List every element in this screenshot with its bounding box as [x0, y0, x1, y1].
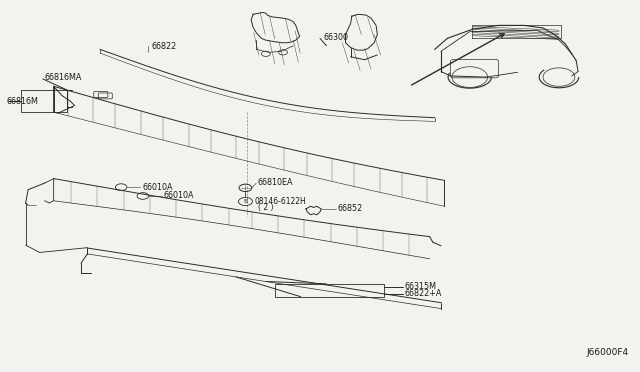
Text: 66822+A: 66822+A [404, 289, 442, 298]
Text: 66816M: 66816M [6, 97, 38, 106]
Text: 66810EA: 66810EA [257, 178, 293, 187]
Bar [275, 284, 384, 297]
Bar [20, 90, 67, 112]
Text: ( 2 ): ( 2 ) [258, 202, 274, 212]
Text: 66822: 66822 [151, 42, 177, 51]
Text: B: B [243, 199, 248, 204]
Text: J66000F4: J66000F4 [587, 347, 629, 357]
Text: 66852: 66852 [338, 204, 363, 214]
Text: 66315M: 66315M [404, 282, 436, 291]
Text: 66816MA: 66816MA [45, 73, 82, 82]
Text: 66300: 66300 [323, 33, 348, 42]
Text: 08146-6122H: 08146-6122H [254, 197, 306, 206]
Text: 66010A: 66010A [164, 192, 195, 201]
Text: 66010A: 66010A [142, 183, 173, 192]
